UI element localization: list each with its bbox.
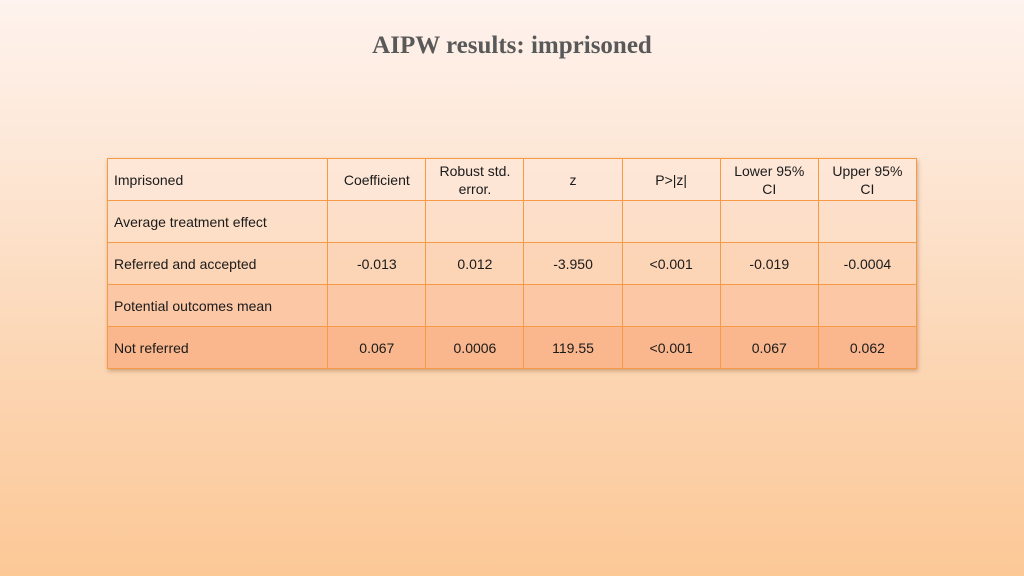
results-table-container: Imprisoned Coefficient Robust std. error…	[106, 158, 918, 369]
column-header: Robust std. error.	[425, 158, 525, 201]
column-header: Lower 95% CI	[719, 158, 819, 201]
table-cell	[425, 284, 525, 327]
table-cell	[523, 284, 623, 327]
table-cell	[621, 284, 721, 327]
row-label: Average treatment effect	[106, 200, 329, 243]
table-cell: -0.019	[719, 242, 819, 285]
row-label: Referred and accepted	[106, 242, 329, 285]
table-cell	[719, 284, 819, 327]
table-cell	[327, 284, 427, 327]
column-header: Upper 95% CI	[817, 158, 918, 201]
table-cell: -3.950	[523, 242, 623, 285]
row-label: Not referred	[106, 326, 329, 369]
table-cell	[817, 200, 918, 243]
table-cell: 0.067	[719, 326, 819, 369]
column-header: P>|z|	[621, 158, 721, 201]
table-header-row: Imprisoned Coefficient Robust std. error…	[106, 158, 918, 201]
table-cell: 0.0006	[425, 326, 525, 369]
table-cell: <0.001	[621, 242, 721, 285]
table-row: Average treatment effect	[106, 200, 918, 243]
column-header: Coefficient	[327, 158, 427, 201]
table-cell: 0.012	[425, 242, 525, 285]
table-cell	[719, 200, 819, 243]
table-cell: <0.001	[621, 326, 721, 369]
column-header: Imprisoned	[106, 158, 329, 201]
table-row: Potential outcomes mean	[106, 284, 918, 327]
column-header: z	[523, 158, 623, 201]
table-cell	[425, 200, 525, 243]
table-cell: 0.067	[327, 326, 427, 369]
table-row: Referred and accepted -0.013 0.012 -3.95…	[106, 242, 918, 285]
results-table: Imprisoned Coefficient Robust std. error…	[106, 158, 918, 369]
table-cell	[523, 200, 623, 243]
table-cell	[621, 200, 721, 243]
table-cell: -0.0004	[817, 242, 918, 285]
table-cell: -0.013	[327, 242, 427, 285]
table-cell	[817, 284, 918, 327]
slide-title: AIPW results: imprisoned	[372, 32, 652, 59]
table-cell: 0.062	[817, 326, 918, 369]
table-cell: 119.55	[523, 326, 623, 369]
table-row: Not referred 0.067 0.0006 119.55 <0.001 …	[106, 326, 918, 369]
table-cell	[327, 200, 427, 243]
row-label: Potential outcomes mean	[106, 284, 329, 327]
